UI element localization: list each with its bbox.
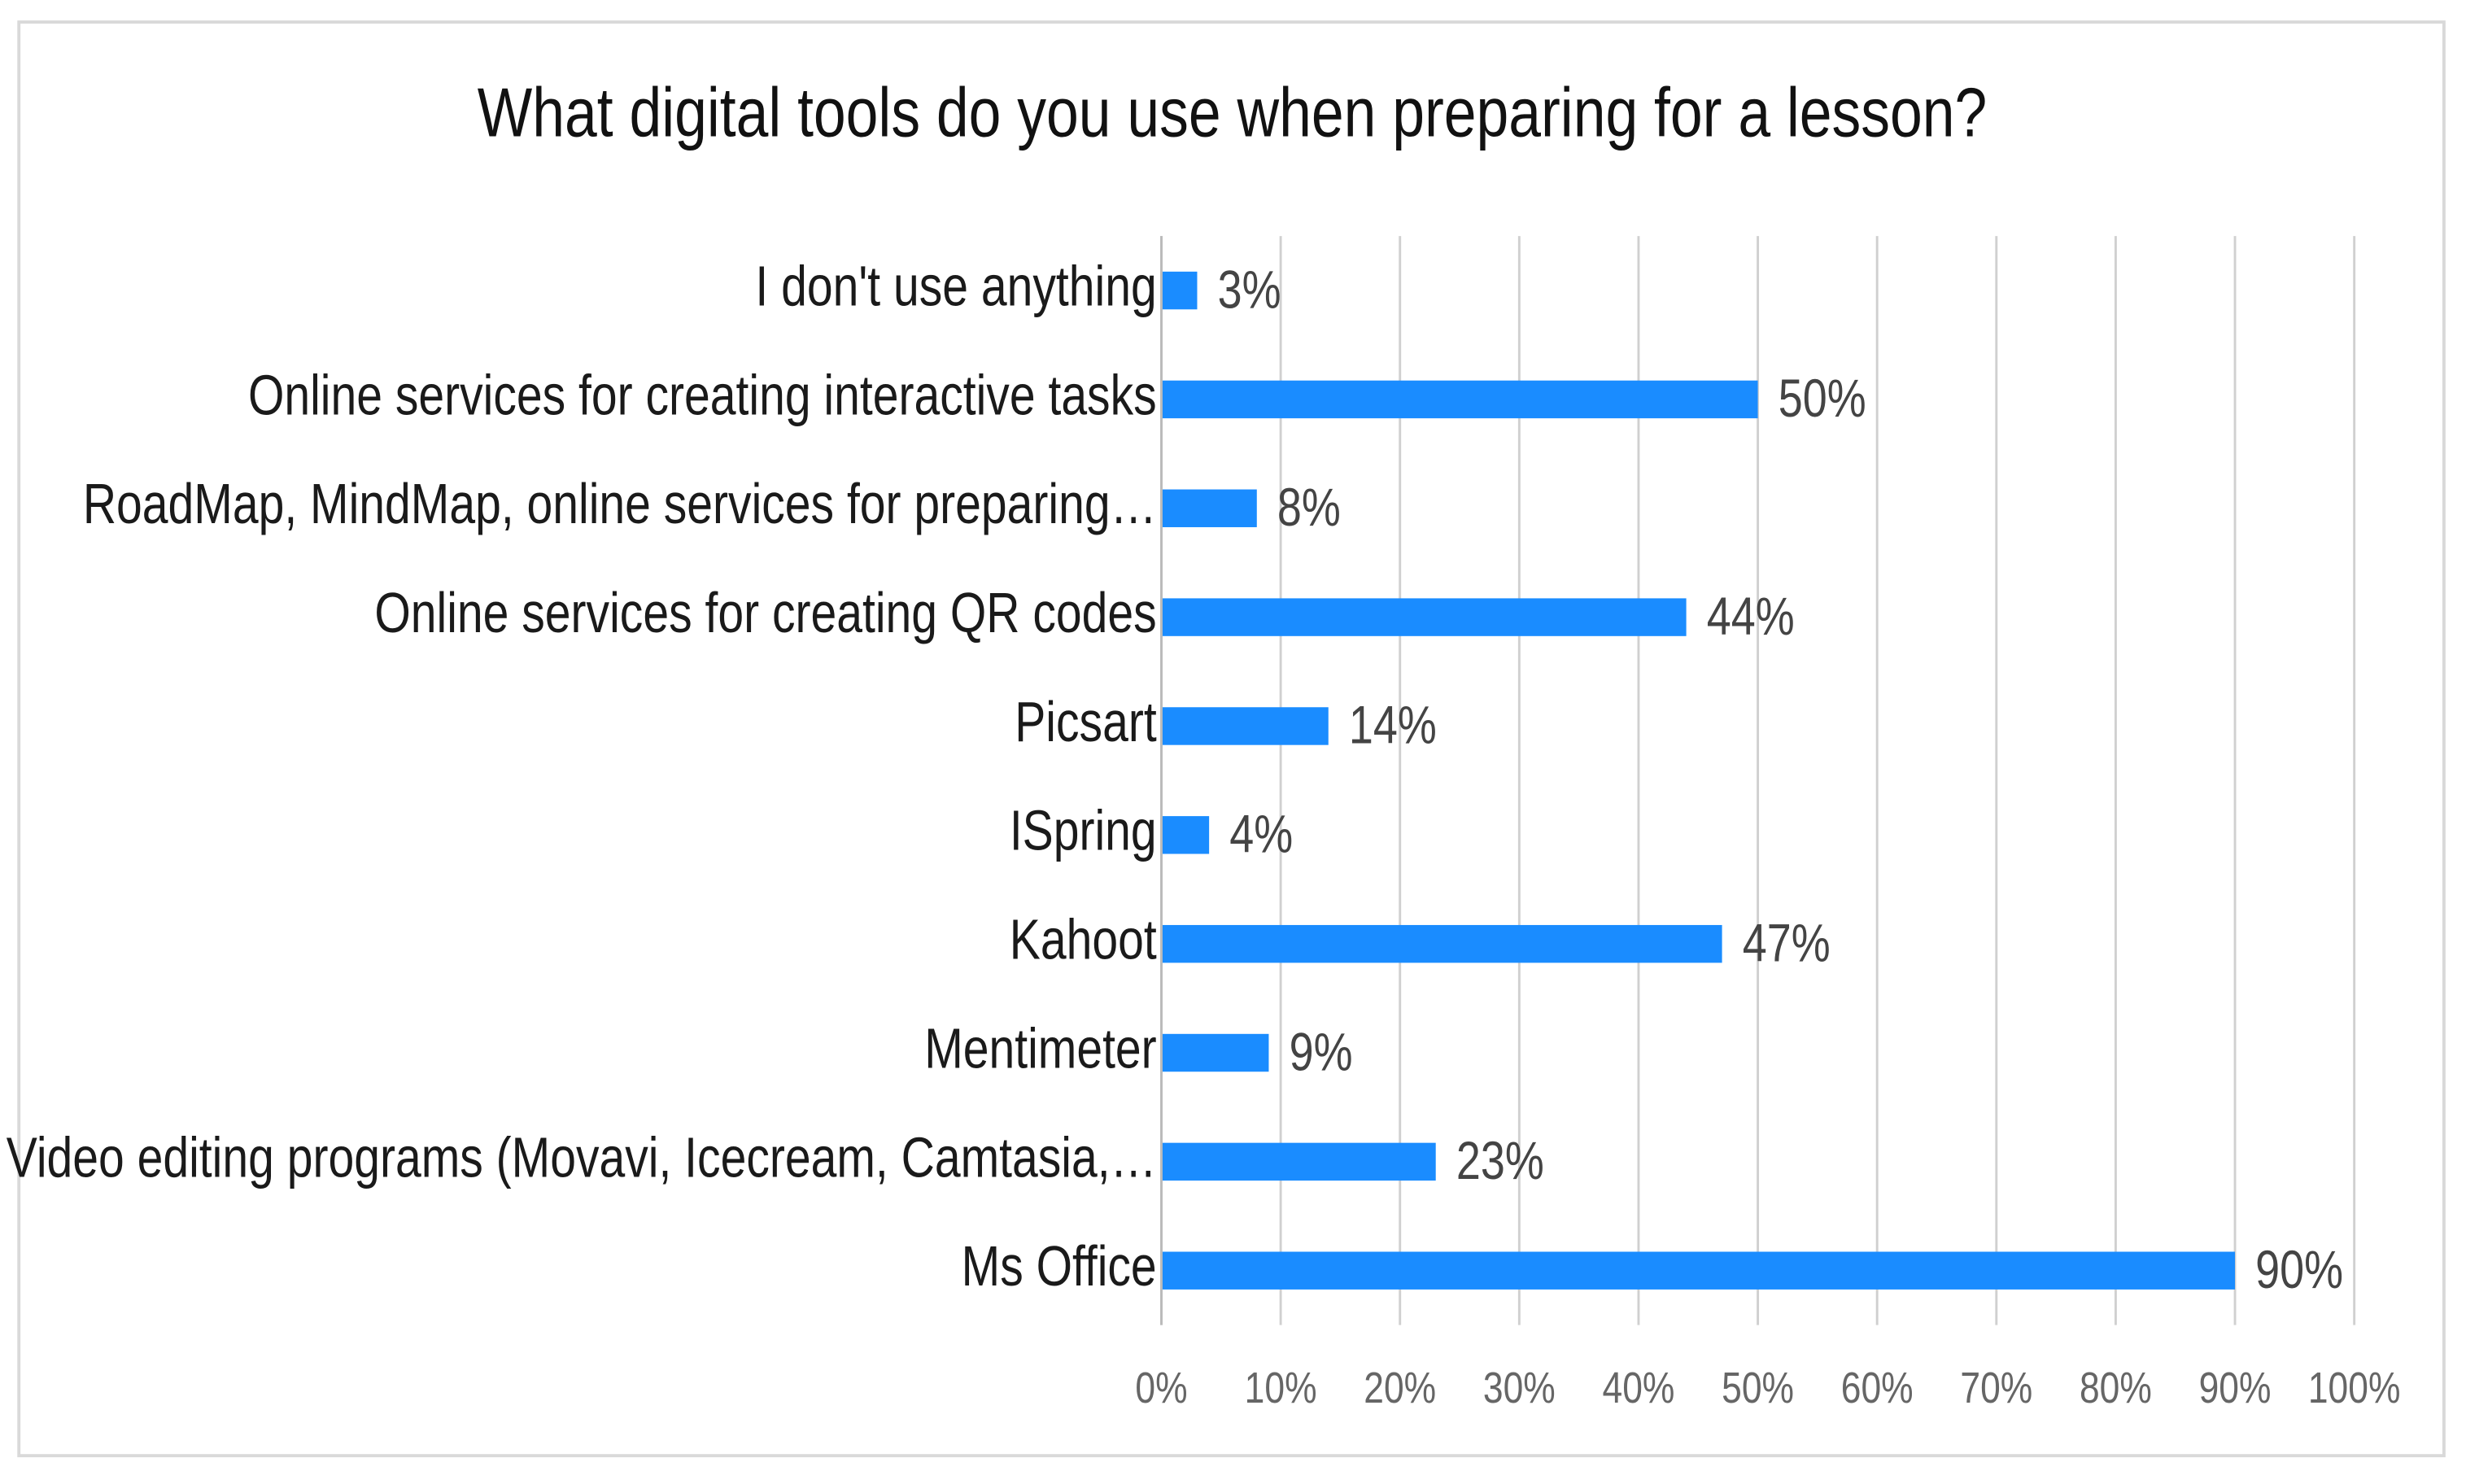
x-tick-label: 80% — [2080, 1364, 2152, 1412]
category-label: Online services for creating interactive… — [248, 364, 1157, 427]
category-label: Online services for creating QR codes — [374, 582, 1156, 645]
x-tick-label: 10% — [1245, 1364, 1317, 1412]
data-label: 4% — [1229, 805, 1293, 864]
bar — [1161, 1033, 1269, 1072]
data-label: 44% — [1707, 587, 1795, 646]
category-label: Ms Office — [962, 1235, 1157, 1298]
bar — [1161, 707, 1329, 745]
bar — [1161, 271, 1198, 310]
bar — [1161, 924, 1722, 963]
bar — [1161, 1142, 1436, 1181]
data-label: 47% — [1743, 913, 1831, 972]
bar — [1161, 380, 1758, 419]
bar — [1161, 489, 1257, 527]
data-label: 23% — [1456, 1131, 1544, 1190]
x-tick-label: 40% — [1603, 1364, 1675, 1412]
x-tick-label: 60% — [1841, 1364, 1914, 1412]
x-tick-label: 100% — [2308, 1364, 2401, 1412]
chart-title: What digital tools do you use when prepa… — [478, 74, 1988, 151]
bar — [1161, 816, 1210, 854]
data-label: 50% — [1779, 369, 1866, 428]
category-label: RoadMap, MindMap, online services for pr… — [83, 473, 1157, 536]
category-label: Picsart — [1015, 691, 1157, 754]
category-label: Video editing programs (Movavi, Icecream… — [7, 1126, 1157, 1189]
category-label: Kahoot — [1010, 908, 1157, 971]
x-tick-label: 20% — [1364, 1364, 1436, 1412]
x-tick-label: 90% — [2199, 1364, 2272, 1412]
data-label: 9% — [1290, 1022, 1353, 1081]
data-label: 3% — [1218, 260, 1281, 319]
category-label: Mentimeter — [924, 1017, 1156, 1080]
data-label: 14% — [1349, 696, 1437, 755]
x-tick-label: 0% — [1135, 1364, 1187, 1412]
x-tick-label: 30% — [1483, 1364, 1556, 1412]
category-label: ISpring — [1010, 799, 1157, 862]
bar — [1161, 1251, 2236, 1290]
data-label: 90% — [2255, 1240, 2343, 1299]
bar — [1161, 598, 1687, 636]
x-tick-label: 70% — [1960, 1364, 2032, 1412]
data-label: 8% — [1277, 478, 1341, 537]
x-tick-label: 50% — [1722, 1364, 1794, 1412]
category-label: I don't use anything — [755, 255, 1156, 318]
